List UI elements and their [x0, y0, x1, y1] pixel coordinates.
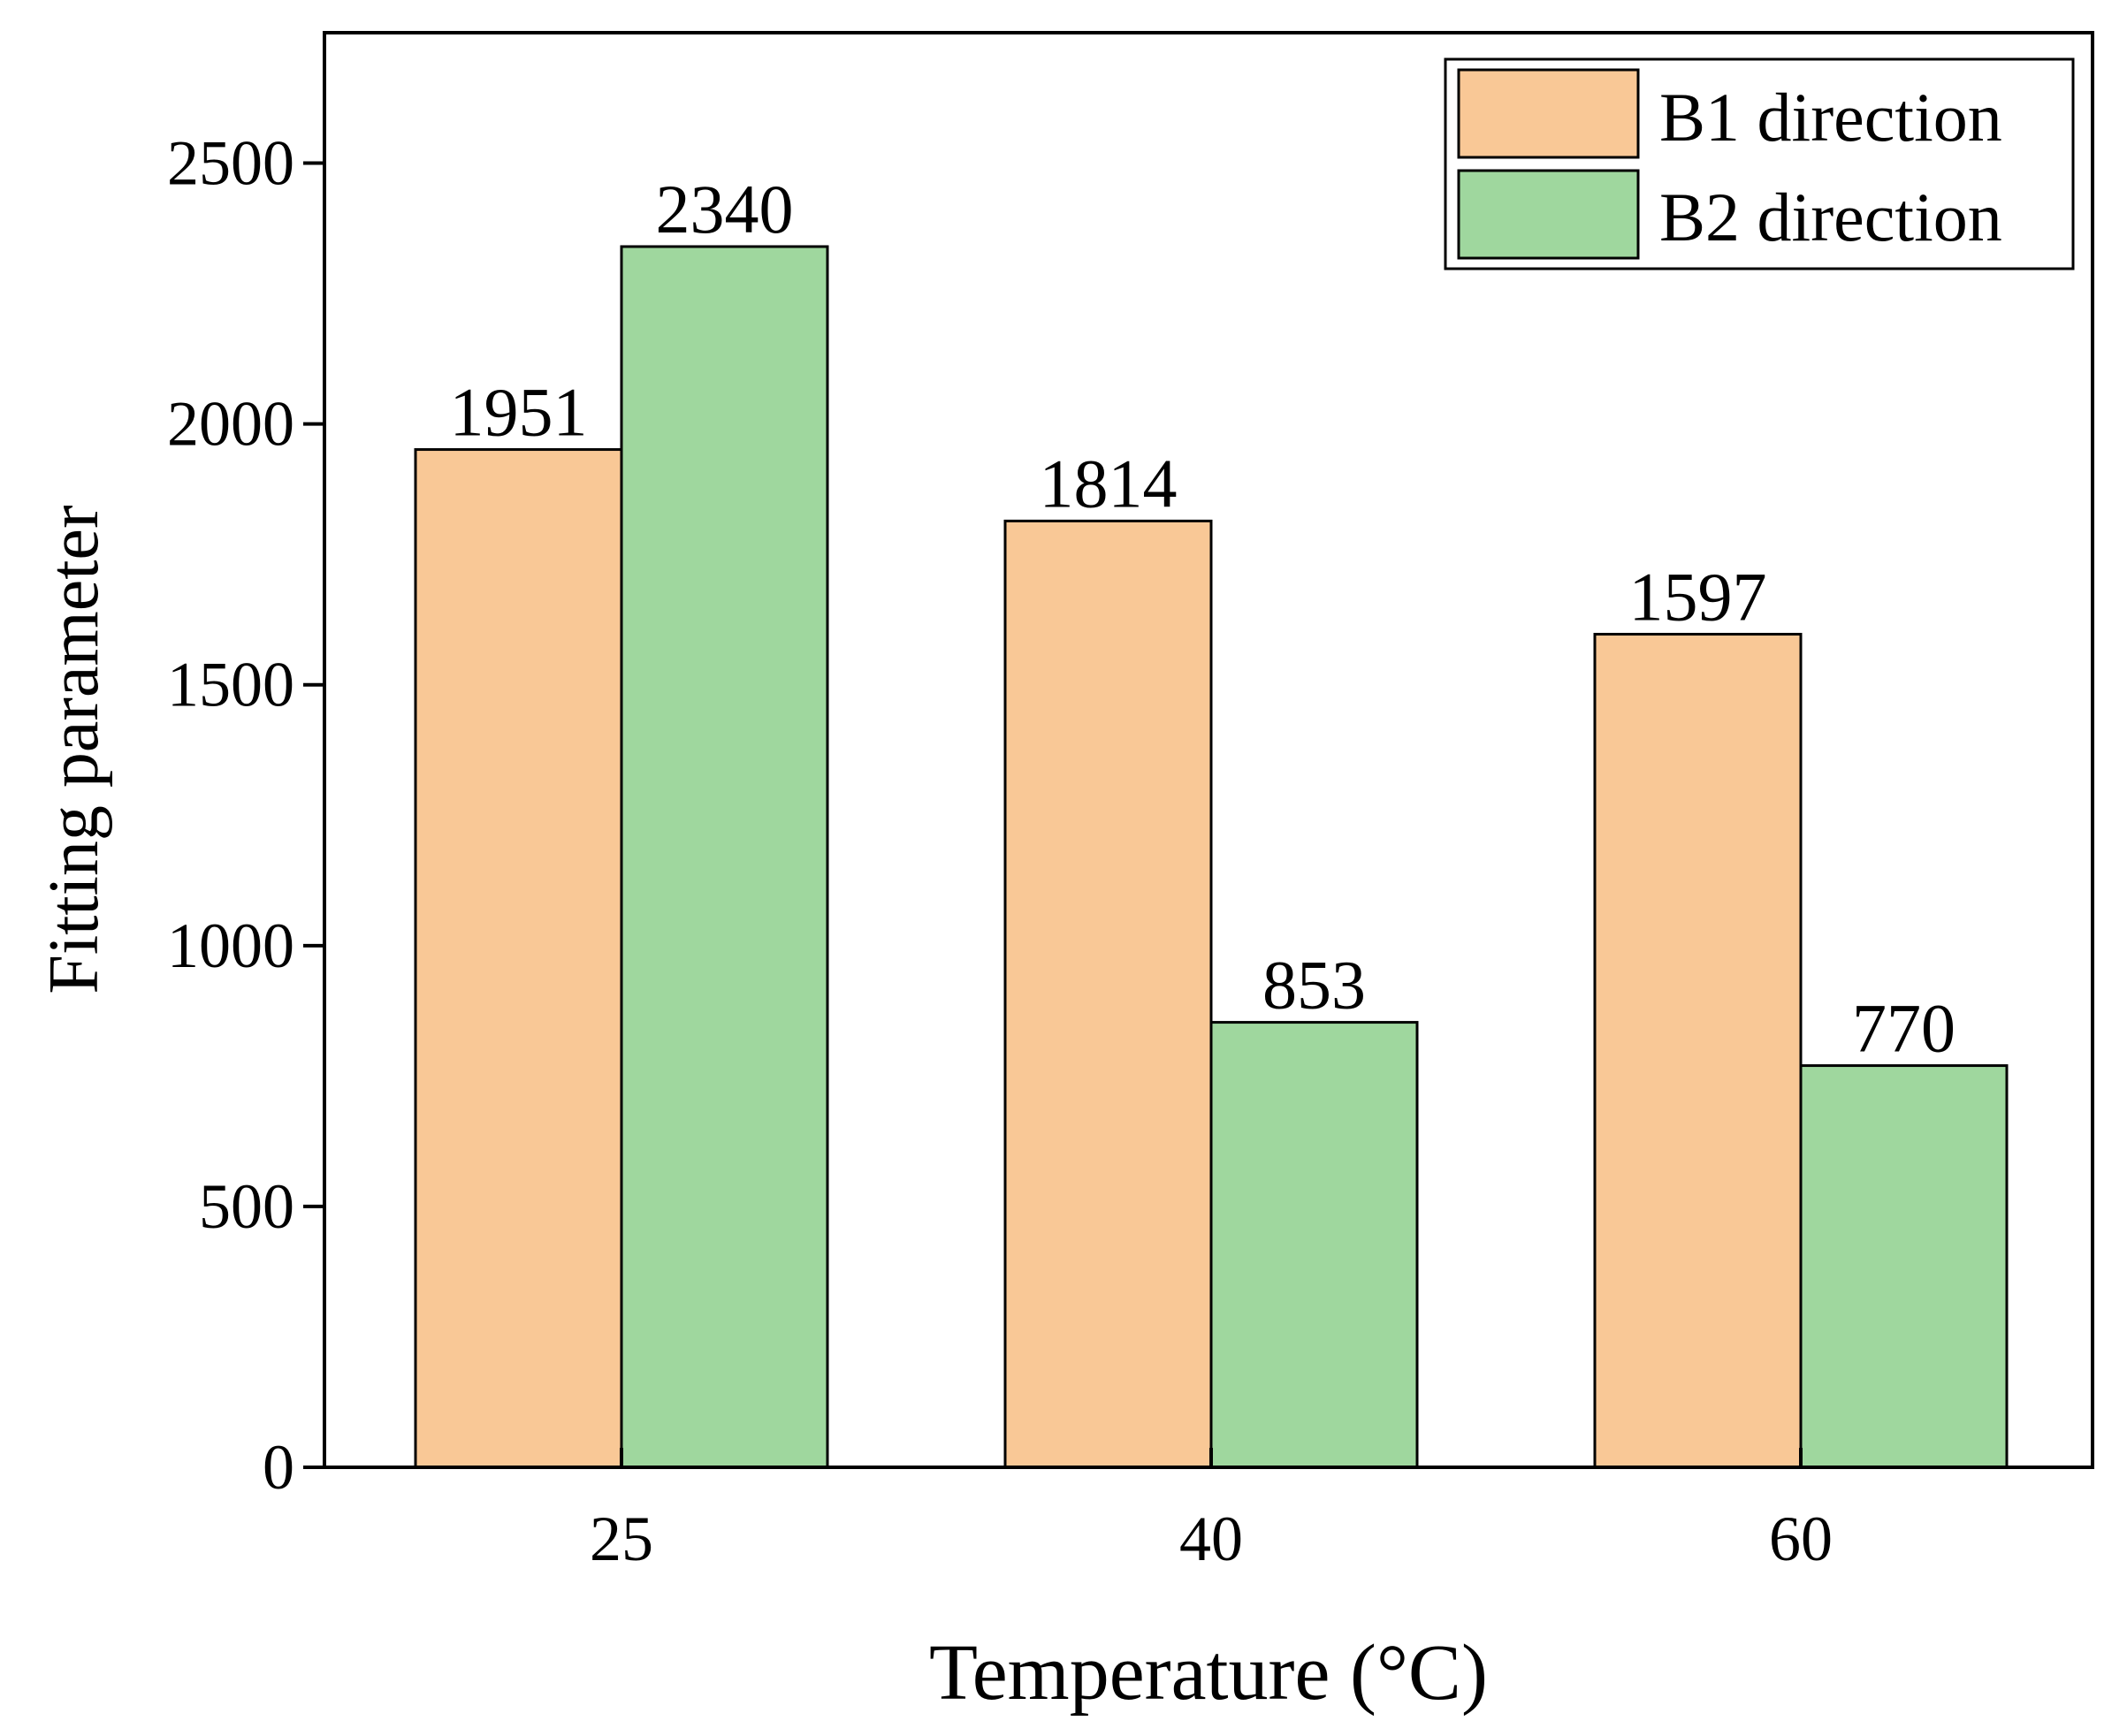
- legend-label-b2: B2 direction: [1659, 179, 2002, 255]
- x-tick-label: 60: [1769, 1504, 1833, 1574]
- y-tick-label: 1000: [167, 910, 294, 981]
- data-label-b1-25: 1951: [450, 374, 588, 451]
- legend-swatch-b2: [1457, 169, 1640, 260]
- x-axis: 25 40 60: [590, 1448, 1833, 1574]
- y-tick-label: 500: [199, 1171, 294, 1242]
- y-tick-label: 1500: [167, 650, 294, 720]
- bar-b2-40: [1209, 1021, 1419, 1469]
- y-tick-label: 2500: [167, 128, 294, 199]
- data-label-b1-40: 1814: [1040, 445, 1178, 522]
- bar-b2-60: [1799, 1064, 2009, 1469]
- y-tick-label: 0: [263, 1432, 294, 1503]
- y-axis-title: Fitting parameter: [35, 505, 113, 994]
- x-tick-label: 40: [1179, 1504, 1243, 1574]
- legend-swatch-b1: [1457, 68, 1640, 159]
- data-label-b2-40: 853: [1262, 947, 1366, 1024]
- bar-b1-25: [414, 448, 623, 1469]
- bar-b1-40: [1003, 519, 1213, 1469]
- data-label-b1-60: 1597: [1629, 558, 1767, 635]
- x-axis-title: Temperature (°C): [929, 1629, 1488, 1717]
- data-label-b2-25: 2340: [656, 171, 794, 247]
- legend: B1 direction B2 direction: [1444, 57, 2075, 270]
- y-axis: 0 500 1000 1500 2000 2500: [167, 128, 324, 1503]
- x-tick-label: 25: [590, 1504, 653, 1574]
- plot-frame: [323, 31, 2094, 1469]
- bar-b1-60: [1593, 632, 1803, 1469]
- legend-label-b1: B1 direction: [1659, 79, 2002, 156]
- data-labels-layer: 1951 1814 1597 2340 853 770: [450, 171, 1956, 1067]
- bar-b2-25: [620, 245, 829, 1469]
- data-label-b2-60: 770: [1852, 990, 1955, 1067]
- y-tick-label: 2000: [167, 389, 294, 460]
- bars-layer: [414, 245, 2009, 1469]
